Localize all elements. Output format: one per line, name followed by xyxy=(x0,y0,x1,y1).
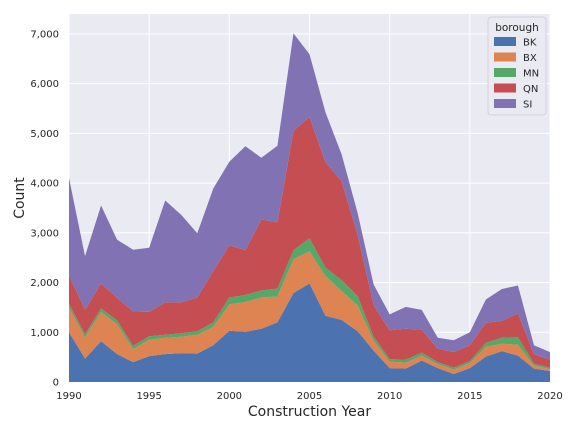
legend-swatch-bk xyxy=(494,37,516,46)
legend-label-mn: MN xyxy=(523,69,539,80)
legend-label-si: SI xyxy=(523,100,532,111)
area-bx xyxy=(69,251,550,375)
area-si xyxy=(69,33,550,360)
area-series xyxy=(69,33,550,382)
legend-swatch-qn xyxy=(494,83,516,93)
legend-items: BK BX MN QN SI xyxy=(494,37,539,111)
x-tick-label: 2005 xyxy=(297,391,322,402)
y-tick-label: 0 xyxy=(53,378,59,389)
legend: borough BK BX MN QN SI xyxy=(487,16,547,116)
y-axis-label: Count xyxy=(12,177,28,219)
legend-label-bx: BX xyxy=(523,53,537,64)
y-tick-label: 6,000 xyxy=(30,79,59,90)
x-tick-label: 1995 xyxy=(136,391,161,402)
y-tick-label: 7,000 xyxy=(30,29,59,40)
legend-label-bk: BK xyxy=(523,38,537,49)
x-tick-label: 1990 xyxy=(56,391,81,402)
legend-swatch-bx xyxy=(494,52,516,62)
legend-swatch-mn xyxy=(494,68,516,77)
x-tick-label: 2015 xyxy=(457,391,482,402)
legend-swatch-si xyxy=(494,99,516,108)
y-tick-label: 1,000 xyxy=(30,328,59,339)
x-tick-labels: 1990 1995 2000 2005 2010 2015 2020 xyxy=(56,391,562,402)
area-qn xyxy=(69,116,550,368)
y-tick-labels: 0 1,000 2,000 3,000 4,000 5,000 6,000 7,000 xyxy=(30,29,59,388)
x-tick-label: 2000 xyxy=(217,391,242,402)
legend-label-qn: QN xyxy=(523,84,538,95)
x-tick-label: 2010 xyxy=(377,391,402,402)
y-tick-label: 4,000 xyxy=(30,179,59,190)
x-axis-label: Construction Year xyxy=(248,404,371,420)
legend-title: borough xyxy=(495,22,539,34)
y-tick-label: 5,000 xyxy=(30,129,59,140)
y-tick-label: 3,000 xyxy=(30,228,59,239)
x-tick-label: 2020 xyxy=(537,391,562,402)
y-tick-label: 2,000 xyxy=(30,278,59,289)
area-bk xyxy=(69,283,550,382)
